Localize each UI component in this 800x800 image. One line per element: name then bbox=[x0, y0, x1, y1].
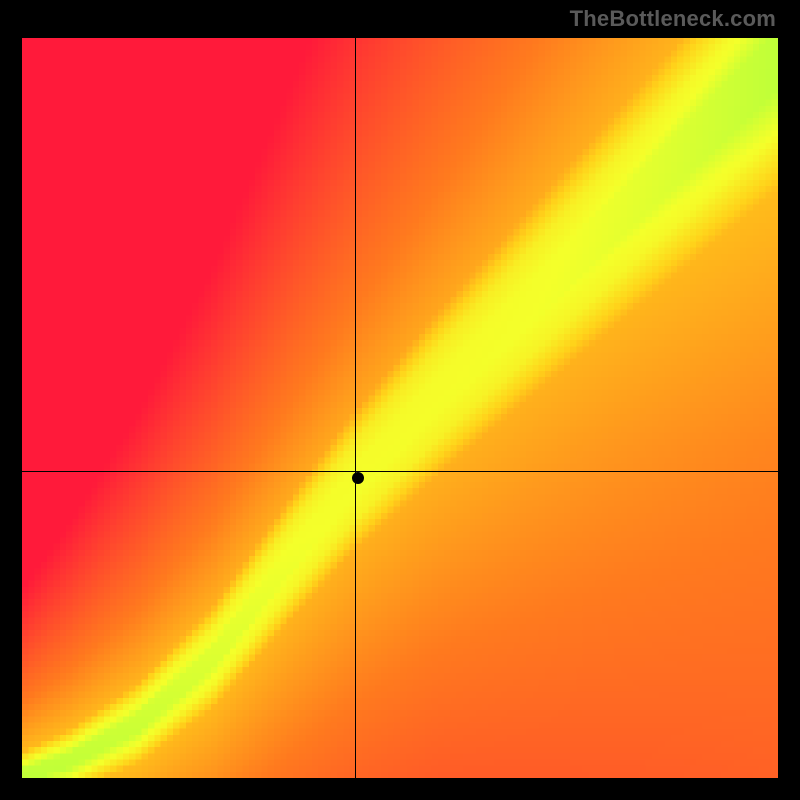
heatmap-canvas bbox=[22, 38, 778, 778]
plot-area bbox=[22, 38, 778, 778]
crosshair-horizontal bbox=[22, 471, 778, 472]
watermark-text: TheBottleneck.com bbox=[570, 6, 776, 32]
figure-frame: TheBottleneck.com bbox=[0, 0, 800, 800]
crosshair-vertical bbox=[355, 38, 356, 778]
